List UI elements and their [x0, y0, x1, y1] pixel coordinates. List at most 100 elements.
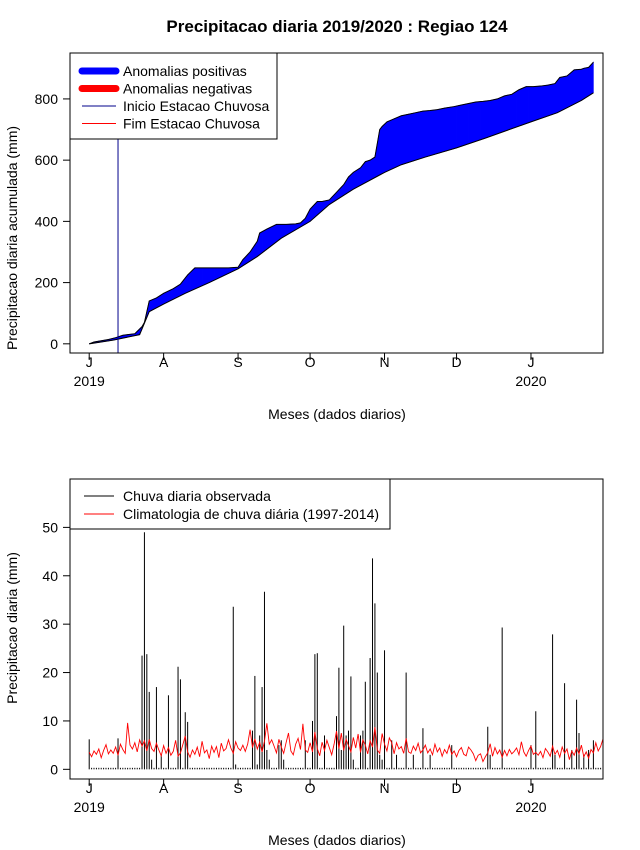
daily-legend-box: [69, 478, 391, 530]
positive-anomaly-segment: [458, 104, 462, 148]
positive-anomaly-segment: [583, 67, 587, 100]
positive-anomaly-segment: [367, 159, 371, 182]
positive-anomaly-segment: [408, 113, 412, 163]
positive-anomaly-segment: [365, 160, 369, 184]
positive-anomaly-segment: [468, 102, 472, 145]
positive-anomaly-segment: [549, 83, 553, 116]
cumulative-y-axis: 0 200 400 600 800: [35, 91, 70, 352]
daily-y-axis: 0 10 20 30 40 50: [42, 519, 70, 777]
positive-anomaly-segment: [477, 101, 481, 141]
positive-anomaly-segment: [206, 267, 210, 285]
positive-anomaly-segment: [525, 86, 529, 125]
positive-anomaly-segment: [554, 79, 558, 114]
positive-anomaly-segment: [151, 298, 155, 311]
climatology-cumulative-line: [89, 92, 594, 345]
positive-anomaly-segment: [381, 123, 385, 175]
daily-x-label: Meses (dados diarios): [268, 832, 406, 848]
positive-anomaly-segment: [523, 86, 527, 125]
positive-anomaly-segment: [350, 171, 354, 192]
daily-rain-bars: [88, 532, 604, 770]
positive-anomaly-segment: [372, 156, 376, 180]
observed-cumulative-line: [89, 61, 594, 345]
positive-anomaly-segment: [473, 101, 477, 143]
positive-anomaly-segment: [355, 168, 359, 189]
positive-anomaly-segment: [276, 224, 280, 243]
daily-chart: 0 10 20 30 40 50 J A S O N D J 2019 2020 Meses (dados…: [4, 478, 604, 848]
legend-label: Chuva diaria observada: [123, 488, 271, 504]
x-tick-label: J: [86, 780, 93, 796]
positive-anomaly-segment: [268, 226, 272, 248]
positive-anomaly-segment: [470, 102, 474, 144]
cumulative-legend: Anomalias positivas Anomalias negativasIn…: [69, 52, 278, 140]
climatology-line: [88, 722, 604, 763]
y-tick-label: 600: [35, 152, 59, 168]
positive-anomaly-segment: [461, 104, 465, 147]
positive-anomaly-segment: [521, 87, 525, 126]
positive-anomaly-segment: [432, 109, 436, 156]
positive-anomaly-segment: [449, 106, 453, 151]
legend-label: Climatologia de chuva diária (1997-2014): [123, 506, 379, 522]
positive-anomaly-segment: [266, 227, 270, 250]
x-tick-label: O: [305, 780, 316, 796]
positive-anomaly-segment: [283, 224, 287, 238]
year-label: 2020: [515, 799, 546, 815]
positive-anomaly-segment: [199, 267, 203, 288]
daily-x-axis: J A S O N D J 2019 2020: [74, 779, 547, 815]
positive-anomaly-segment: [485, 100, 489, 139]
positive-anomaly-segment: [163, 291, 167, 305]
cumulative-plot-frame: [69, 52, 604, 354]
positive-anomaly-segment: [482, 100, 486, 140]
positive-anomaly-segment: [389, 119, 393, 171]
positive-anomaly-segment: [480, 101, 484, 141]
positive-anomaly-segment: [530, 86, 534, 123]
positive-anomaly-segment: [540, 85, 544, 119]
positive-anomaly-segment: [422, 110, 426, 159]
positive-anomaly-segment: [369, 158, 373, 181]
positive-anomaly-segment: [561, 76, 565, 111]
positive-anomaly-segment: [571, 69, 575, 106]
cumulative-chart: 0 200 400 600 800 J A S O N D J 2019 2020 Meses (dad…: [4, 52, 604, 422]
positive-anomaly-segment: [384, 121, 388, 173]
positive-anomaly-segment: [187, 271, 191, 293]
legend-label: Fim Estacao Chuvosa: [123, 116, 260, 132]
positive-anomaly-segment: [353, 170, 357, 190]
x-tick-label: D: [451, 354, 461, 370]
positive-anomaly-segment: [213, 267, 217, 281]
positive-anomaly-segment: [537, 85, 541, 120]
positive-anomaly-segment: [509, 93, 513, 130]
positive-anomaly-segment: [533, 86, 537, 122]
legend-label: Inicio Estacao Chuvosa: [123, 98, 270, 114]
y-tick-label: 800: [35, 91, 59, 107]
daily-legend: Chuva diaria observada Climatologia de ch…: [69, 478, 391, 530]
positive-anomaly-segment: [492, 99, 496, 136]
positive-anomaly-segment: [545, 84, 549, 118]
positive-anomaly-segment: [278, 224, 282, 241]
positive-anomaly-segment: [499, 96, 503, 134]
positive-anomaly-segment: [590, 61, 594, 95]
positive-anomaly-segment: [465, 103, 469, 146]
positive-anomaly-segment: [165, 290, 169, 304]
positive-anomaly-segment: [401, 114, 405, 166]
positive-anomaly-segment: [259, 231, 263, 256]
positive-anomaly-segment: [261, 229, 265, 254]
y-tick-label: 30: [42, 616, 58, 632]
positive-anomaly-segment: [417, 111, 421, 160]
positive-anomaly-segment: [439, 108, 443, 154]
positive-anomaly-segment: [573, 69, 577, 105]
y-tick-label: 400: [35, 213, 59, 229]
positive-anomaly-segment: [194, 267, 198, 290]
positive-anomaly-segment: [280, 224, 284, 239]
positive-anomaly-segment: [386, 120, 390, 172]
year-label: 2020: [515, 373, 546, 389]
year-label: 2019: [74, 799, 105, 815]
positive-anomaly-segment: [557, 76, 561, 114]
y-tick-label: 50: [42, 519, 58, 535]
y-tick-label: 40: [42, 568, 58, 584]
x-tick-label: D: [451, 780, 461, 796]
positive-anomaly-segment: [396, 116, 400, 168]
positive-anomaly-segment: [585, 67, 589, 98]
x-tick-label: O: [305, 354, 316, 370]
positive-anomaly-segment: [415, 111, 419, 161]
positive-anomaly-segment: [177, 283, 181, 298]
